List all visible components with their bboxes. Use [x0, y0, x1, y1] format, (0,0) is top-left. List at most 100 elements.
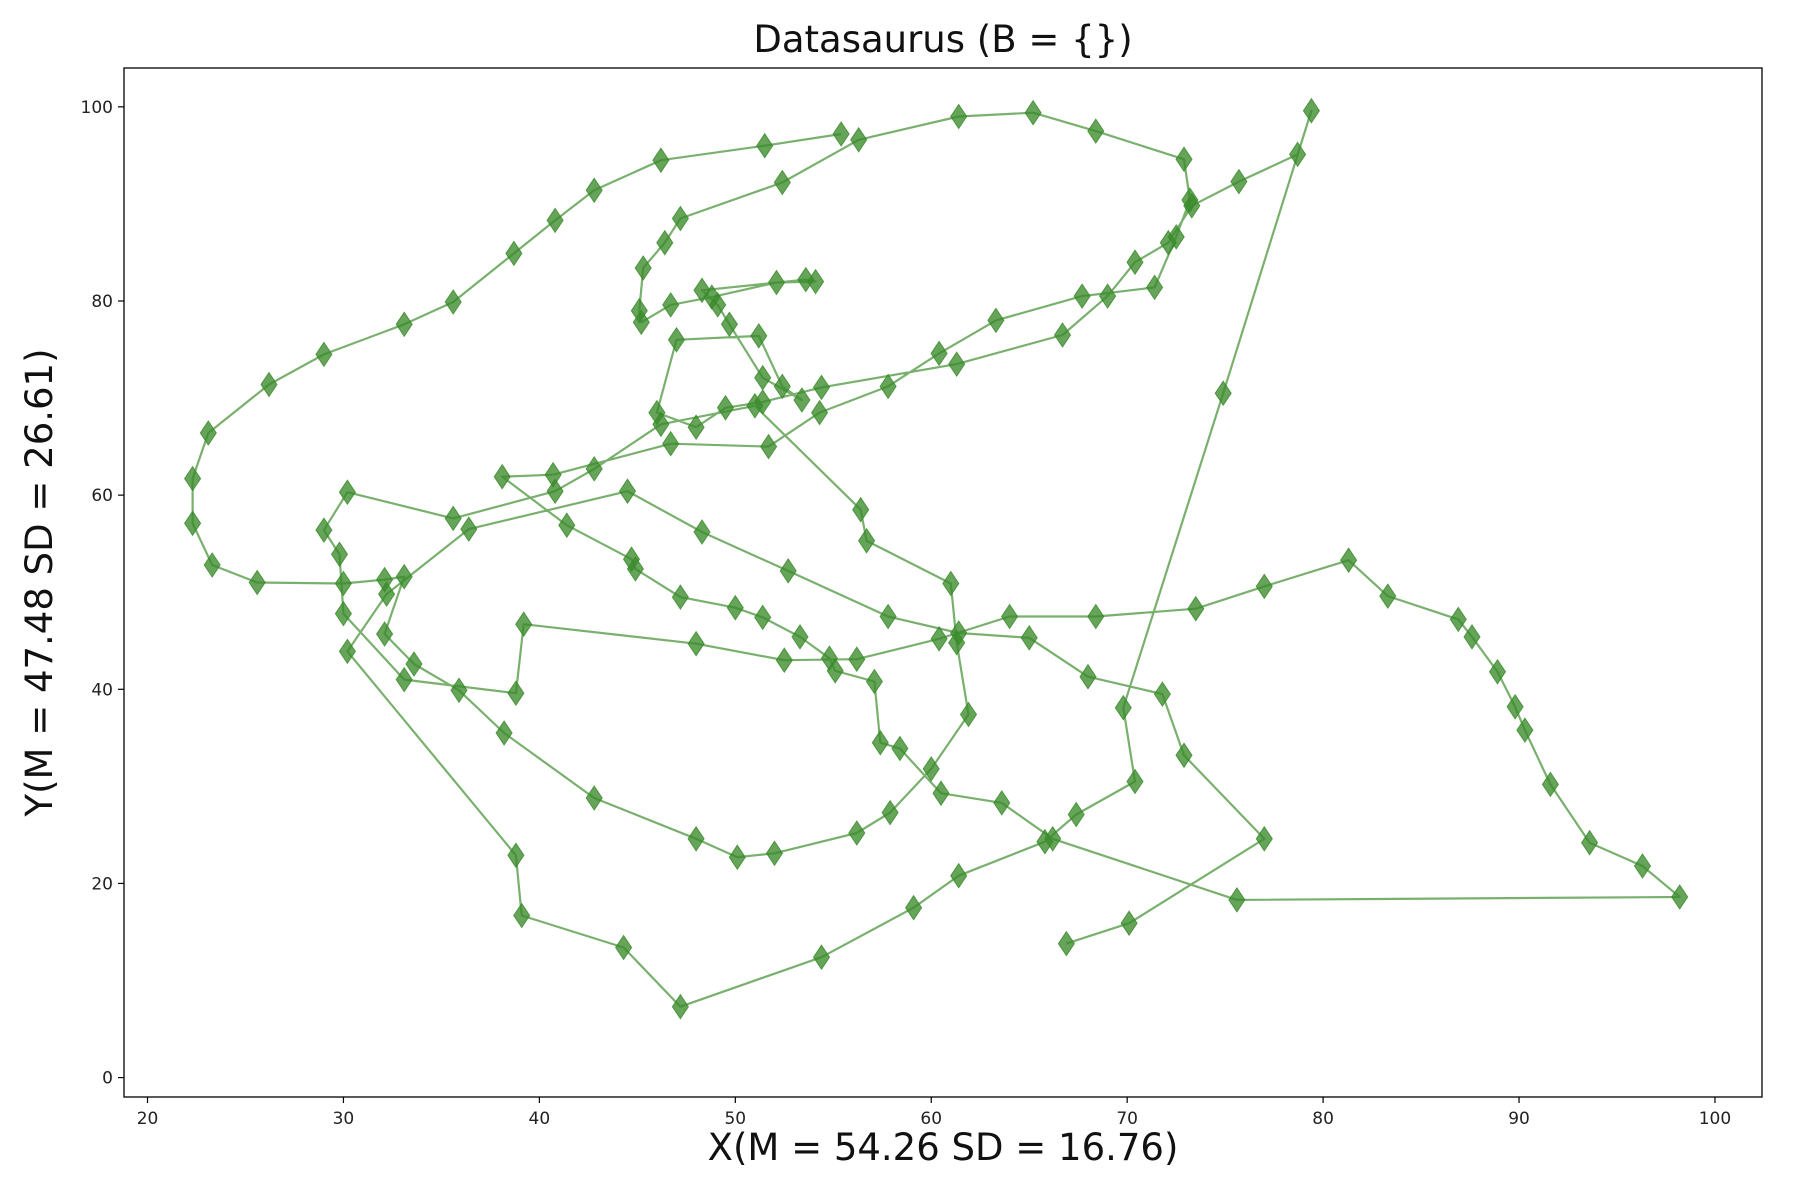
data-point [1053, 322, 1072, 348]
x-tick-label: 40 [529, 1109, 551, 1129]
data-point [1228, 886, 1246, 913]
data-point [1255, 573, 1273, 600]
data-point [1098, 283, 1117, 310]
data-point [1020, 624, 1038, 651]
data-point [687, 825, 705, 852]
data-point [1067, 801, 1085, 828]
data-point [1449, 606, 1467, 633]
data-point [1580, 829, 1599, 856]
data-point [656, 229, 674, 256]
data-point [515, 611, 533, 638]
data-point [1288, 141, 1307, 168]
data-point [793, 387, 811, 413]
data-point [203, 552, 221, 578]
data-point [922, 755, 940, 782]
data-point [493, 463, 511, 490]
data-point [585, 785, 603, 811]
data-point [558, 512, 576, 539]
data-point [1087, 603, 1105, 630]
data-point [334, 600, 353, 627]
y-tick-label: 80 [91, 292, 113, 312]
data-point [759, 433, 778, 460]
data-point [1175, 146, 1193, 173]
data-point [857, 527, 876, 554]
data-point [1339, 547, 1358, 574]
data-point [622, 546, 641, 573]
data-point [395, 666, 413, 693]
data-point [773, 373, 791, 400]
data-point [1079, 663, 1097, 690]
data-point [652, 147, 670, 174]
data-point [632, 309, 650, 336]
data-point [444, 289, 462, 315]
data-point [315, 517, 333, 544]
data-point [891, 735, 909, 762]
data-point [648, 399, 666, 426]
data-point [315, 341, 333, 368]
data-point [810, 399, 829, 426]
data-point [330, 541, 349, 568]
data-point [662, 430, 680, 457]
data-point [1463, 623, 1481, 650]
data-point [1175, 742, 1193, 769]
data-point [773, 169, 791, 196]
data-point [687, 630, 705, 657]
data-point [1087, 118, 1105, 145]
data-point [750, 322, 768, 349]
data-point [950, 620, 968, 646]
x-tick-label: 60 [920, 1109, 942, 1129]
data-point [709, 291, 727, 318]
data-point [1024, 99, 1042, 126]
x-tick-label: 90 [1508, 1109, 1530, 1129]
y-axis-ticks: 0 20 40 60 80 100 [81, 98, 124, 1089]
data-point [671, 205, 690, 232]
data-point [720, 311, 739, 338]
data-point [460, 516, 478, 543]
data-point [1255, 825, 1273, 852]
data-point [930, 625, 948, 652]
data-point [199, 420, 217, 446]
data-point [959, 701, 978, 728]
data-point [779, 557, 797, 584]
data-point [260, 371, 278, 398]
chart-title: Datasaurus (B = {}) [753, 18, 1132, 61]
data-point [395, 563, 413, 590]
data-point [728, 844, 746, 871]
data-point [1541, 771, 1560, 798]
plot-frame [123, 67, 1763, 1098]
data-point [1057, 930, 1076, 957]
data-point [1159, 229, 1177, 256]
data-point [716, 394, 735, 421]
data-point [848, 820, 866, 846]
data-point [765, 840, 784, 867]
data-point [865, 668, 884, 695]
data-point [338, 479, 357, 506]
data-point [832, 121, 850, 147]
data-point [1145, 274, 1164, 301]
data-point [585, 177, 603, 204]
data-point [848, 646, 866, 673]
data-point [1488, 658, 1507, 685]
data-point [693, 277, 711, 304]
data-point [585, 455, 603, 482]
data-point [754, 388, 772, 415]
data-point [1671, 884, 1689, 910]
data-point [1153, 681, 1172, 708]
data-point [726, 594, 744, 621]
data-point [950, 862, 968, 889]
data-point [791, 623, 809, 650]
data-point [375, 621, 394, 647]
y-tick-label: 0 [102, 1069, 113, 1089]
data-point [987, 307, 1005, 334]
data-point [881, 799, 899, 826]
data-point [662, 291, 680, 318]
data-point [671, 993, 690, 1020]
data-point [505, 240, 523, 267]
data-point [852, 496, 870, 523]
data-point [614, 934, 633, 961]
data-point [1187, 595, 1205, 622]
data-point [797, 266, 815, 293]
data-point [667, 326, 686, 353]
data-point [507, 842, 525, 869]
data-point [1120, 910, 1138, 937]
